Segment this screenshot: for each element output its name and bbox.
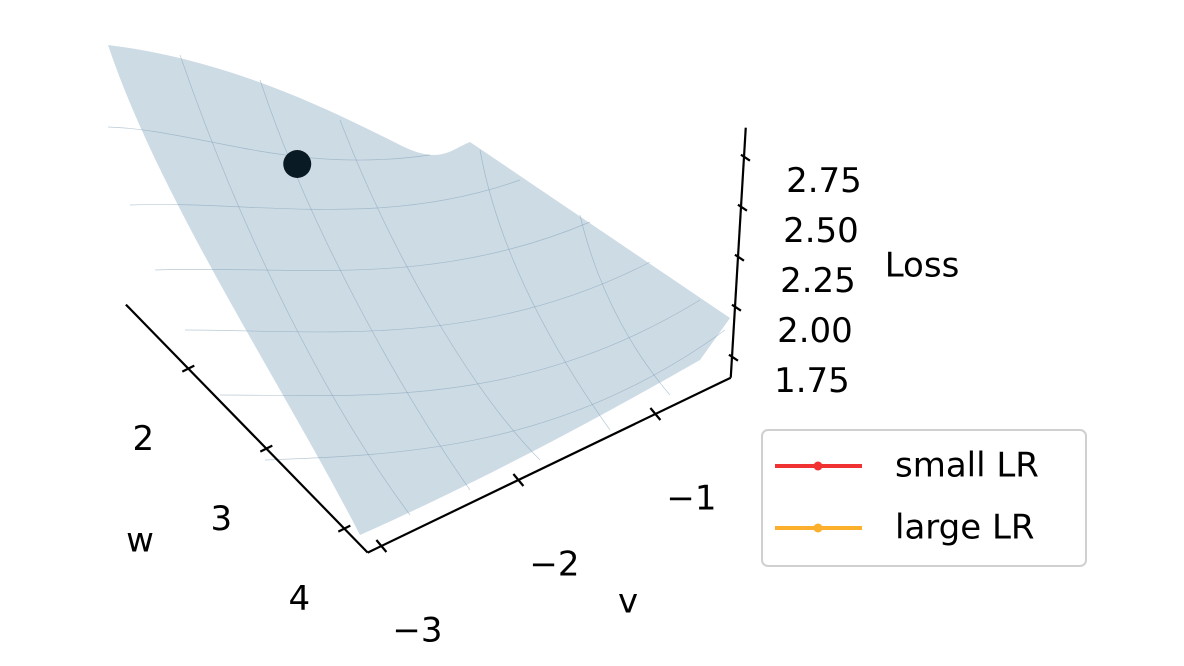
z-tick-label: 2.25 xyxy=(780,261,856,301)
loss-surface xyxy=(108,45,730,535)
z-tick-label: 2.75 xyxy=(786,161,862,201)
y-axis xyxy=(367,376,732,554)
x-tick xyxy=(181,364,195,373)
point xyxy=(283,150,312,178)
z-axis xyxy=(729,127,747,378)
legend: small LR large LR xyxy=(761,429,1087,567)
y-tick xyxy=(649,407,662,421)
x-tick xyxy=(259,444,273,453)
z-tick xyxy=(740,153,751,162)
legend-marker xyxy=(813,523,823,533)
x-axis xyxy=(125,303,369,554)
y-tick-label: −3 xyxy=(392,611,442,651)
legend-label: small LR xyxy=(895,446,1039,486)
x-tick-label: 4 xyxy=(288,579,310,619)
legend-marker xyxy=(813,461,823,471)
y-tick-label: −1 xyxy=(666,479,716,519)
z-axis-label: Loss xyxy=(885,246,960,286)
y-tick xyxy=(512,473,525,487)
z-tick xyxy=(737,203,748,212)
z-tick xyxy=(734,253,745,262)
x-axis-label: w xyxy=(126,521,154,561)
z-tick-label: 2.50 xyxy=(783,211,859,251)
z-tick xyxy=(731,303,742,312)
x-tick-label: 3 xyxy=(210,499,232,539)
z-tick-label: 1.75 xyxy=(774,361,850,401)
y-axis-label: v xyxy=(618,582,638,622)
surface-mesh xyxy=(107,54,726,516)
z-tick-label: 2.00 xyxy=(777,311,853,351)
legend-label: large LR xyxy=(895,508,1035,548)
z-tick xyxy=(728,353,739,362)
x-tick-label: 2 xyxy=(132,419,154,459)
y-tick xyxy=(375,539,388,553)
y-tick-label: −2 xyxy=(529,545,579,585)
x-tick xyxy=(337,524,351,533)
